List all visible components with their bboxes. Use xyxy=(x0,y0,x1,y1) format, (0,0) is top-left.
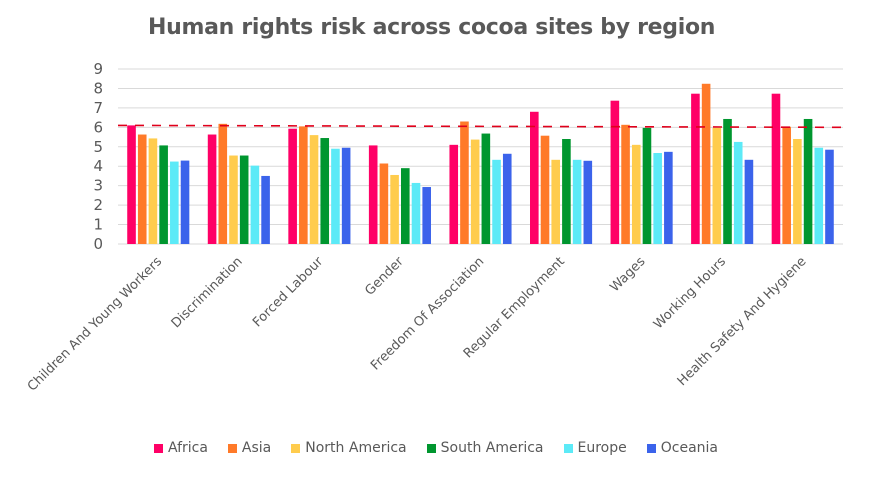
y-tick-label: 2 xyxy=(93,196,103,214)
bar-north-america xyxy=(551,159,561,244)
legend-item[interactable]: North America xyxy=(291,440,407,456)
y-tick-label: 6 xyxy=(93,118,103,136)
bar-europe xyxy=(572,159,582,244)
bar-asia xyxy=(299,126,308,244)
y-tick-label: 8 xyxy=(93,79,103,97)
bar-oceania xyxy=(261,175,270,244)
bar-asia xyxy=(782,126,791,244)
gridlines xyxy=(118,68,843,245)
legend: Africa Asia North America South America Euro… xyxy=(0,440,872,456)
legend-swatch-icon xyxy=(227,443,237,453)
x-tick-label: Children And Young Workers xyxy=(25,254,165,394)
reference-line xyxy=(117,124,844,129)
legend-swatch-icon xyxy=(563,443,573,453)
y-tick-label: 0 xyxy=(93,235,103,253)
bar-asia xyxy=(137,134,147,244)
legend-item[interactable]: Oceania xyxy=(646,440,719,456)
bar-south-america xyxy=(562,139,571,244)
bar-north-america xyxy=(712,127,722,244)
y-tick-label: 4 xyxy=(93,157,103,175)
legend-label: North America xyxy=(305,440,407,456)
legend-swatch-icon xyxy=(153,443,163,453)
bar-north-america xyxy=(229,155,238,244)
x-tick-label: Discrimination xyxy=(169,254,246,331)
bar-asia xyxy=(218,123,228,244)
legend-swatch-icon xyxy=(291,443,301,453)
bar-africa xyxy=(368,145,378,244)
legend-item[interactable]: South America xyxy=(426,440,544,456)
bar-oceania xyxy=(744,159,754,244)
legend-item[interactable]: Africa xyxy=(153,440,208,456)
bar-africa xyxy=(207,134,217,244)
legend-swatch-icon xyxy=(426,443,436,453)
reference-line-group xyxy=(117,124,844,129)
x-axis-labels: Children And Young Workers Discrimination… xyxy=(25,254,810,395)
bar-africa xyxy=(288,128,297,244)
x-tick-label: Health Safety And Hygiene xyxy=(675,254,810,389)
bar-oceania xyxy=(341,147,351,244)
bar-asia xyxy=(460,121,469,244)
y-tick-label: 3 xyxy=(93,177,103,195)
bar-north-america xyxy=(470,139,480,244)
bar-south-america xyxy=(320,138,330,244)
bar-africa xyxy=(449,144,459,244)
x-tick-label: Working Hours xyxy=(651,254,729,332)
bar-africa xyxy=(610,100,620,244)
bar-africa xyxy=(530,111,539,245)
bar-south-america xyxy=(803,118,813,244)
bar-north-america xyxy=(631,144,641,244)
bar-north-america xyxy=(390,174,399,244)
bar-oceania xyxy=(422,187,431,244)
bar-europe xyxy=(250,165,260,244)
x-tick-label: Forced Labour xyxy=(250,254,327,331)
bar-europe xyxy=(170,161,179,244)
legend-label: Oceania xyxy=(660,440,719,456)
bar-europe xyxy=(411,182,421,244)
bar-south-america xyxy=(481,133,491,244)
chart-title: Human rights risk across cocoa sites by … xyxy=(148,15,716,40)
y-axis-ticks: 01 23 45 67 89 xyxy=(93,60,103,253)
bar-asia xyxy=(621,124,630,244)
bar-africa xyxy=(691,93,700,244)
x-tick-label: Gender xyxy=(362,254,407,299)
bar-oceania xyxy=(502,153,512,244)
bar-asia xyxy=(540,135,550,244)
bar-oceania xyxy=(583,160,593,244)
bar-oceania xyxy=(180,160,190,244)
y-tick-label: 9 xyxy=(93,60,103,78)
y-tick-label: 7 xyxy=(93,99,103,117)
y-tick-label: 5 xyxy=(93,138,103,156)
y-tick-label: 1 xyxy=(93,216,103,234)
bars xyxy=(127,83,834,245)
bar-europe xyxy=(653,153,662,244)
bar-south-america xyxy=(159,145,168,244)
bar-africa xyxy=(771,93,781,244)
bar-europe xyxy=(331,148,340,244)
legend-label: Europe xyxy=(577,440,627,456)
bar-asia xyxy=(701,83,711,245)
legend-label: Africa xyxy=(167,440,208,456)
bar-europe xyxy=(814,147,824,244)
bar-oceania xyxy=(825,149,834,244)
bar-north-america xyxy=(148,138,158,244)
bar-south-america xyxy=(239,155,249,244)
x-tick-label: Wages xyxy=(607,254,648,295)
bar-oceania xyxy=(664,151,673,244)
legend-label: Asia xyxy=(241,440,272,456)
bar-north-america xyxy=(793,139,802,244)
bar-asia xyxy=(379,163,389,244)
bar-europe xyxy=(492,159,501,244)
bar-north-america xyxy=(309,135,319,244)
legend-item[interactable]: Europe xyxy=(563,440,627,456)
bar-south-america xyxy=(723,118,732,244)
legend-swatch-icon xyxy=(646,443,656,453)
legend-label: South America xyxy=(440,440,544,456)
bar-africa xyxy=(127,125,136,244)
bar-europe xyxy=(733,141,743,244)
bar-south-america xyxy=(400,168,410,244)
bar-south-america xyxy=(642,127,652,244)
legend-item[interactable]: Asia xyxy=(227,440,272,456)
